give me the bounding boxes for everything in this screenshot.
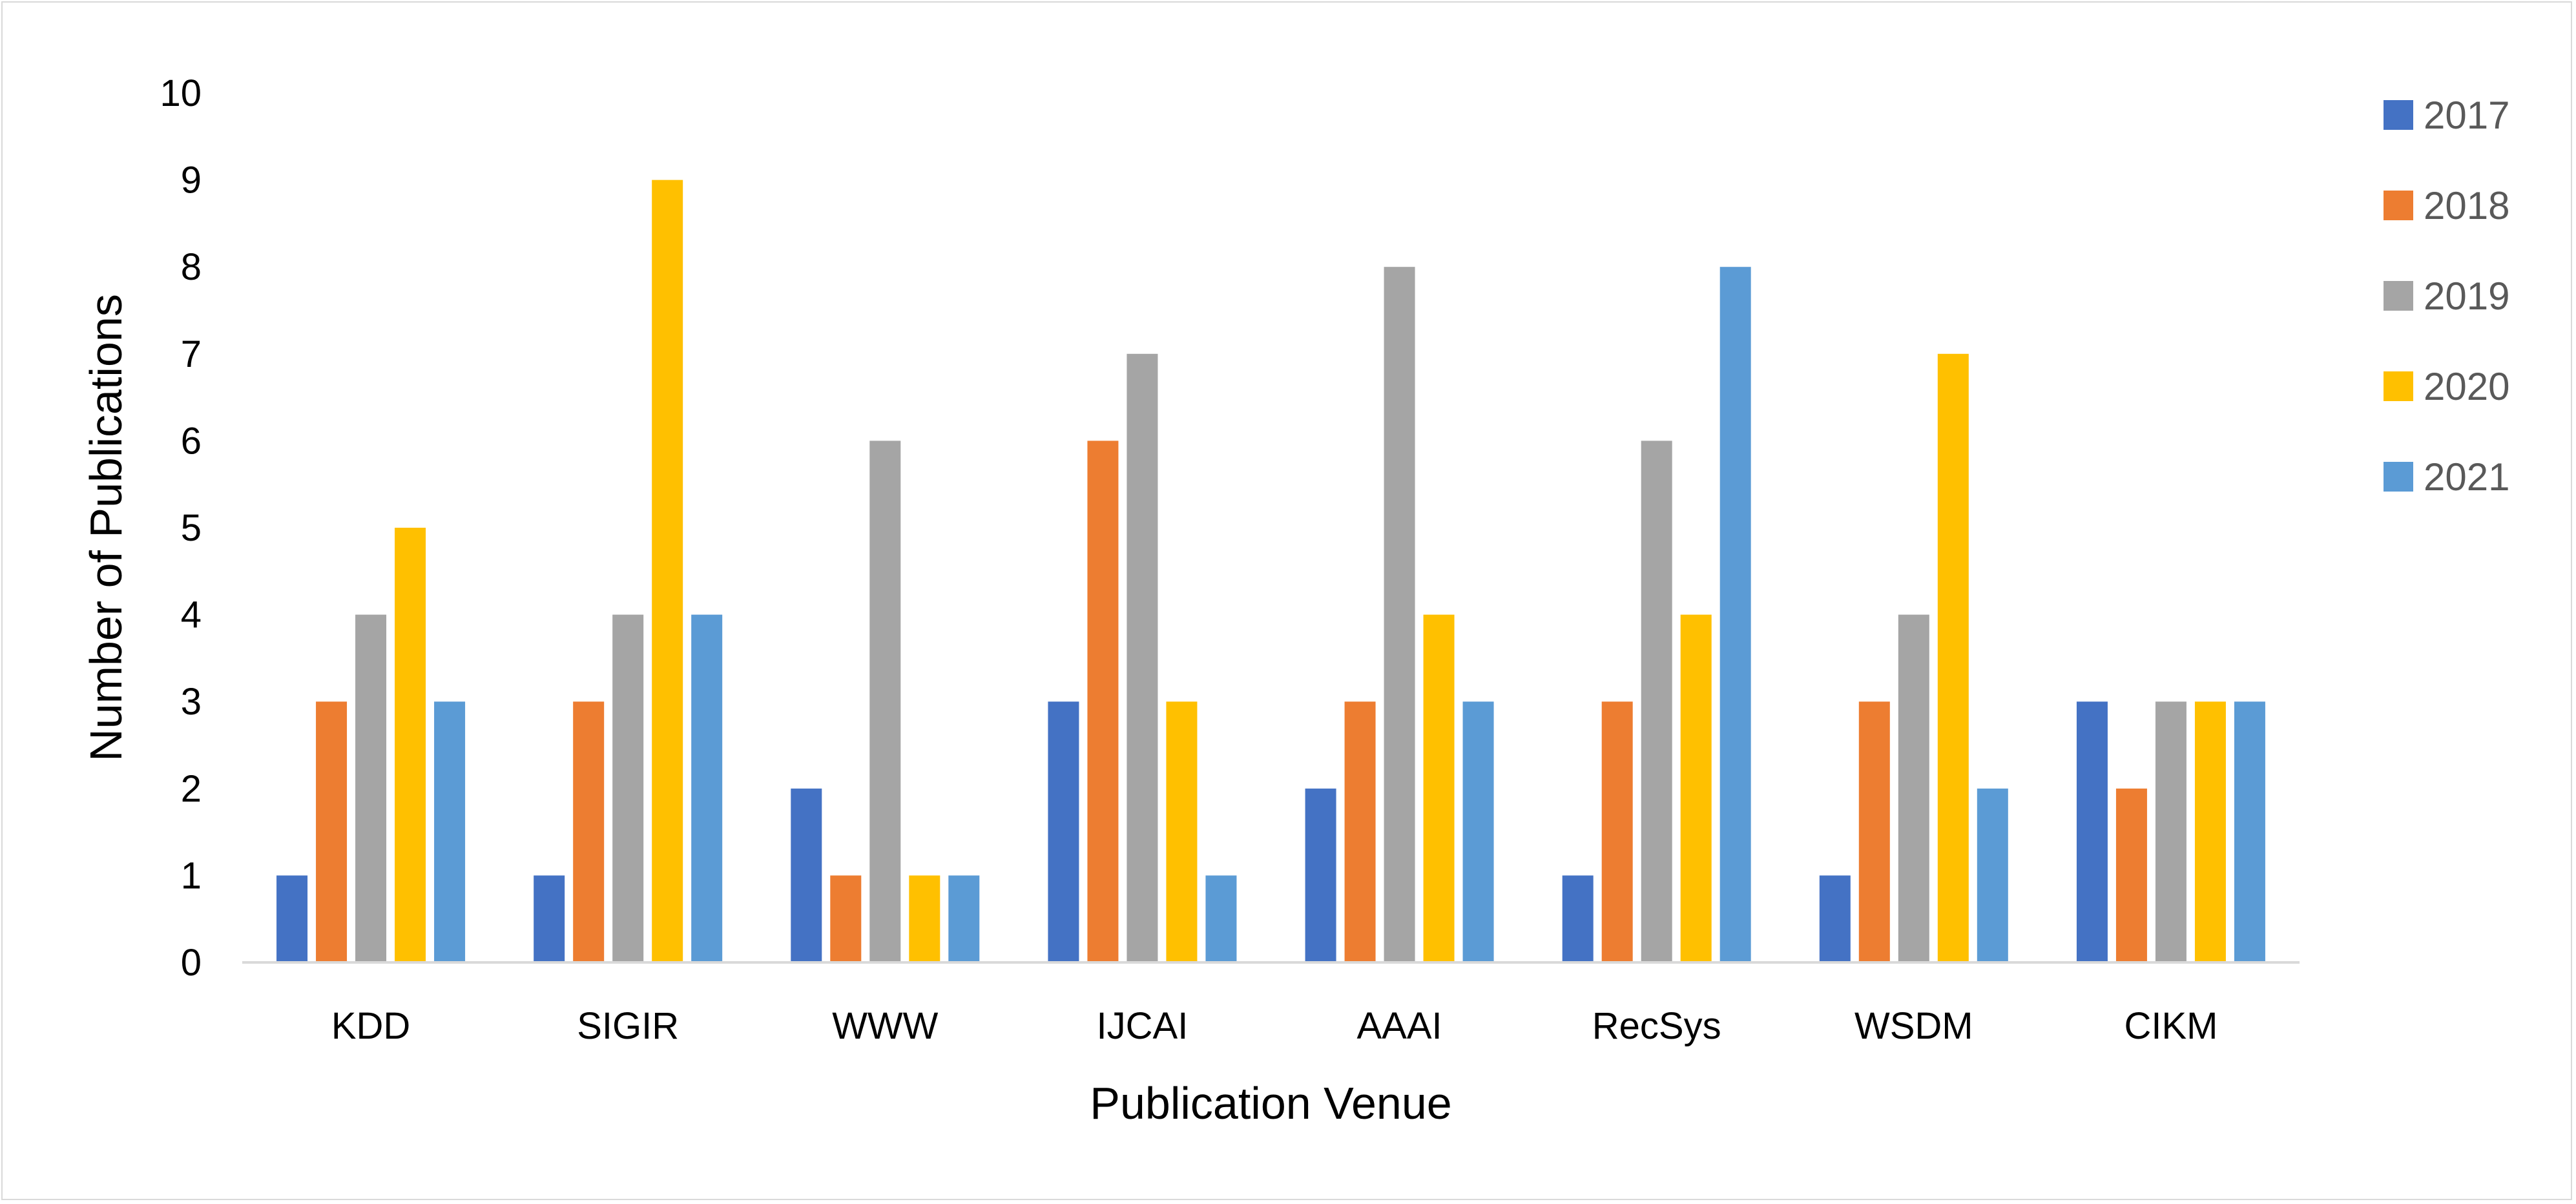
x-tick-label: KDD xyxy=(331,1005,410,1047)
bar-wsdm-2017 xyxy=(1819,875,1851,962)
bar-www-2018 xyxy=(830,875,862,962)
bar-aaai-2020 xyxy=(1423,614,1455,962)
bar-ijcai-2018 xyxy=(1087,441,1119,962)
bar-ijcai-2017 xyxy=(1048,701,1079,962)
y-tick-label: 8 xyxy=(181,246,202,288)
bar-kdd-2019 xyxy=(355,614,387,962)
bar-recsys-2021 xyxy=(1719,267,1751,963)
y-tick-label: 6 xyxy=(181,420,202,462)
bar-kdd-2021 xyxy=(434,701,466,962)
bar-kdd-2017 xyxy=(276,875,308,962)
bar-sigir-2021 xyxy=(691,614,723,962)
bar-ijcai-2020 xyxy=(1166,701,1198,962)
bar-ijcai-2019 xyxy=(1127,353,1158,962)
y-tick-label: 9 xyxy=(181,160,202,202)
y-tick-label: 4 xyxy=(181,594,202,636)
y-tick-label: 2 xyxy=(181,768,202,810)
bar-cikm-2021 xyxy=(2234,701,2265,962)
bar-kdd-2018 xyxy=(316,701,348,962)
bar-sigir-2017 xyxy=(534,875,565,962)
x-tick-label: RecSys xyxy=(1592,1005,1721,1047)
legend-label-2017: 2017 xyxy=(2424,94,2509,137)
legend-label-2021: 2021 xyxy=(2424,455,2509,499)
y-tick-label: 5 xyxy=(181,507,202,549)
bar-group xyxy=(276,180,2265,963)
bar-cikm-2018 xyxy=(2115,788,2147,962)
bar-wsdm-2020 xyxy=(1937,353,1969,962)
legend-swatch-2020 xyxy=(2384,371,2413,401)
x-tick-label: WSDM xyxy=(1854,1005,1973,1047)
bar-www-2020 xyxy=(909,875,940,962)
y-axis-title: Number of Publications xyxy=(81,294,131,762)
y-tick-label: 3 xyxy=(181,681,202,723)
x-axis-title: Publication Venue xyxy=(1090,1078,1451,1128)
bar-wsdm-2019 xyxy=(1898,614,1929,962)
x-tick-label: WWW xyxy=(832,1005,938,1047)
legend-swatch-2021 xyxy=(2384,462,2413,492)
bar-cikm-2017 xyxy=(2076,701,2108,962)
bar-sigir-2019 xyxy=(612,614,644,962)
legend: 2017 2018 2019 2020 2021 xyxy=(2384,94,2509,499)
y-tick-labels: 0 1 2 3 4 5 6 7 8 9 10 xyxy=(160,72,202,984)
legend-label-2018: 2018 xyxy=(2424,184,2509,227)
bar-wsdm-2021 xyxy=(1977,788,2008,962)
legend-swatch-2019 xyxy=(2384,281,2413,311)
legend-label-2019: 2019 xyxy=(2424,275,2509,318)
x-tick-labels: KDD SIGIR WWW IJCAI AAAI RecSys WSDM CIKM xyxy=(331,1005,2218,1047)
legend-swatch-2017 xyxy=(2384,100,2413,130)
bar-recsys-2020 xyxy=(1680,614,1712,962)
bar-www-2021 xyxy=(948,875,980,962)
bar-recsys-2018 xyxy=(1601,701,1633,962)
bar-aaai-2018 xyxy=(1344,701,1376,962)
x-tick-label: IJCAI xyxy=(1097,1005,1189,1047)
bar-aaai-2021 xyxy=(1462,701,1494,962)
bar-aaai-2019 xyxy=(1384,267,1415,963)
bar-wsdm-2018 xyxy=(1858,701,1890,962)
x-tick-label: CIKM xyxy=(2124,1005,2218,1047)
bar-cikm-2019 xyxy=(2155,701,2186,962)
bar-kdd-2020 xyxy=(395,528,426,962)
y-tick-label: 10 xyxy=(160,72,202,114)
bar-sigir-2020 xyxy=(652,180,683,963)
y-tick-label: 1 xyxy=(181,855,202,897)
legend-label-2020: 2020 xyxy=(2424,365,2509,408)
legend-swatch-2018 xyxy=(2384,191,2413,220)
y-tick-label: 7 xyxy=(181,333,202,375)
x-tick-label: AAAI xyxy=(1356,1005,1442,1047)
bar-www-2019 xyxy=(869,441,901,962)
bar-recsys-2017 xyxy=(1562,875,1594,962)
bar-cikm-2020 xyxy=(2194,701,2226,962)
bar-recsys-2019 xyxy=(1641,441,1672,962)
x-tick-label: SIGIR xyxy=(577,1005,679,1047)
y-tick-label: 0 xyxy=(181,942,202,984)
bar-sigir-2018 xyxy=(573,701,605,962)
bar-www-2017 xyxy=(791,788,822,962)
bar-aaai-2017 xyxy=(1305,788,1336,962)
bar-ijcai-2021 xyxy=(1205,875,1237,962)
